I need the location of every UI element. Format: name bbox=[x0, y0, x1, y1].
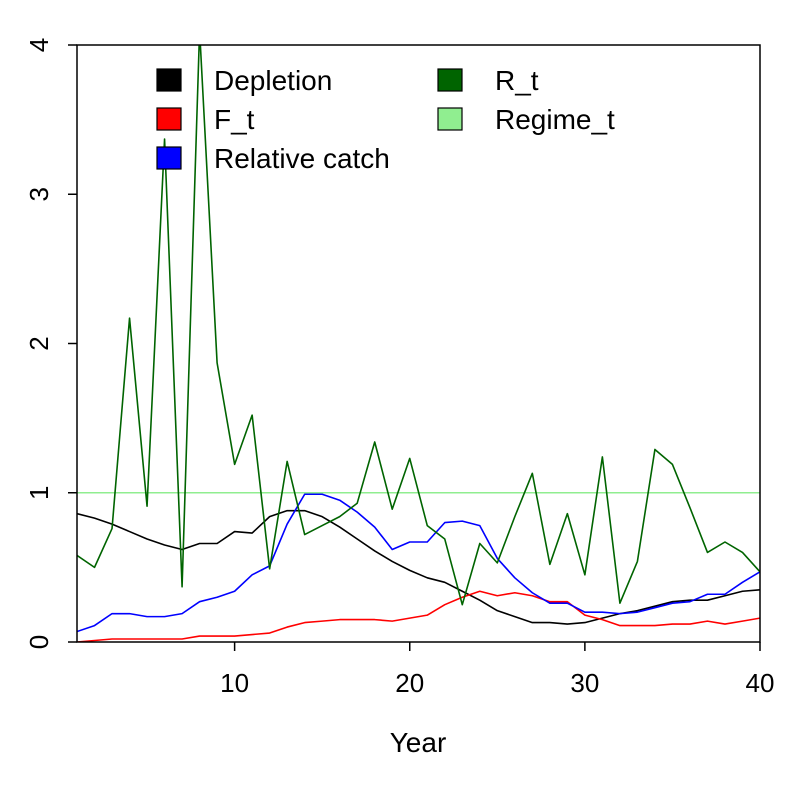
legend-label: Relative catch bbox=[214, 143, 390, 174]
y-tick-label: 1 bbox=[24, 486, 54, 500]
series-layer bbox=[77, 45, 760, 642]
y-tick-label: 2 bbox=[24, 336, 54, 350]
y-tick-label: 4 bbox=[24, 38, 54, 52]
y-tick-label: 0 bbox=[24, 635, 54, 649]
x-axis-title: Year bbox=[390, 727, 447, 758]
series-line-r-t bbox=[77, 45, 760, 606]
y-tick-label: 3 bbox=[24, 187, 54, 201]
series-line-f-t bbox=[77, 590, 760, 642]
x-tick-label: 30 bbox=[570, 668, 599, 698]
legend-label: F_t bbox=[214, 104, 255, 135]
legend-label: Regime_t bbox=[495, 104, 615, 135]
legend-label: Depletion bbox=[214, 65, 332, 96]
x-tick-label: 10 bbox=[220, 668, 249, 698]
x-axis: 10 20 30 40 bbox=[220, 642, 774, 698]
x-tick-label: 20 bbox=[395, 668, 424, 698]
y-axis: 0 1 2 3 4 bbox=[24, 38, 77, 649]
plot-frame bbox=[76, 44, 761, 643]
legend-swatch-depletion bbox=[156, 68, 182, 92]
series-line-depletion bbox=[77, 509, 760, 625]
legend-swatch-r-t bbox=[437, 68, 463, 92]
x-tick-label: 40 bbox=[746, 668, 775, 698]
legend-swatch-f-t bbox=[156, 107, 182, 131]
series-line-relative-catch bbox=[77, 493, 760, 633]
legend: Depletion F_t Relative catch R_t Regime_t bbox=[156, 65, 615, 174]
legend-swatch-relative-catch bbox=[156, 146, 182, 170]
legend-swatch-regime-t bbox=[437, 107, 463, 131]
legend-label: R_t bbox=[495, 65, 539, 96]
